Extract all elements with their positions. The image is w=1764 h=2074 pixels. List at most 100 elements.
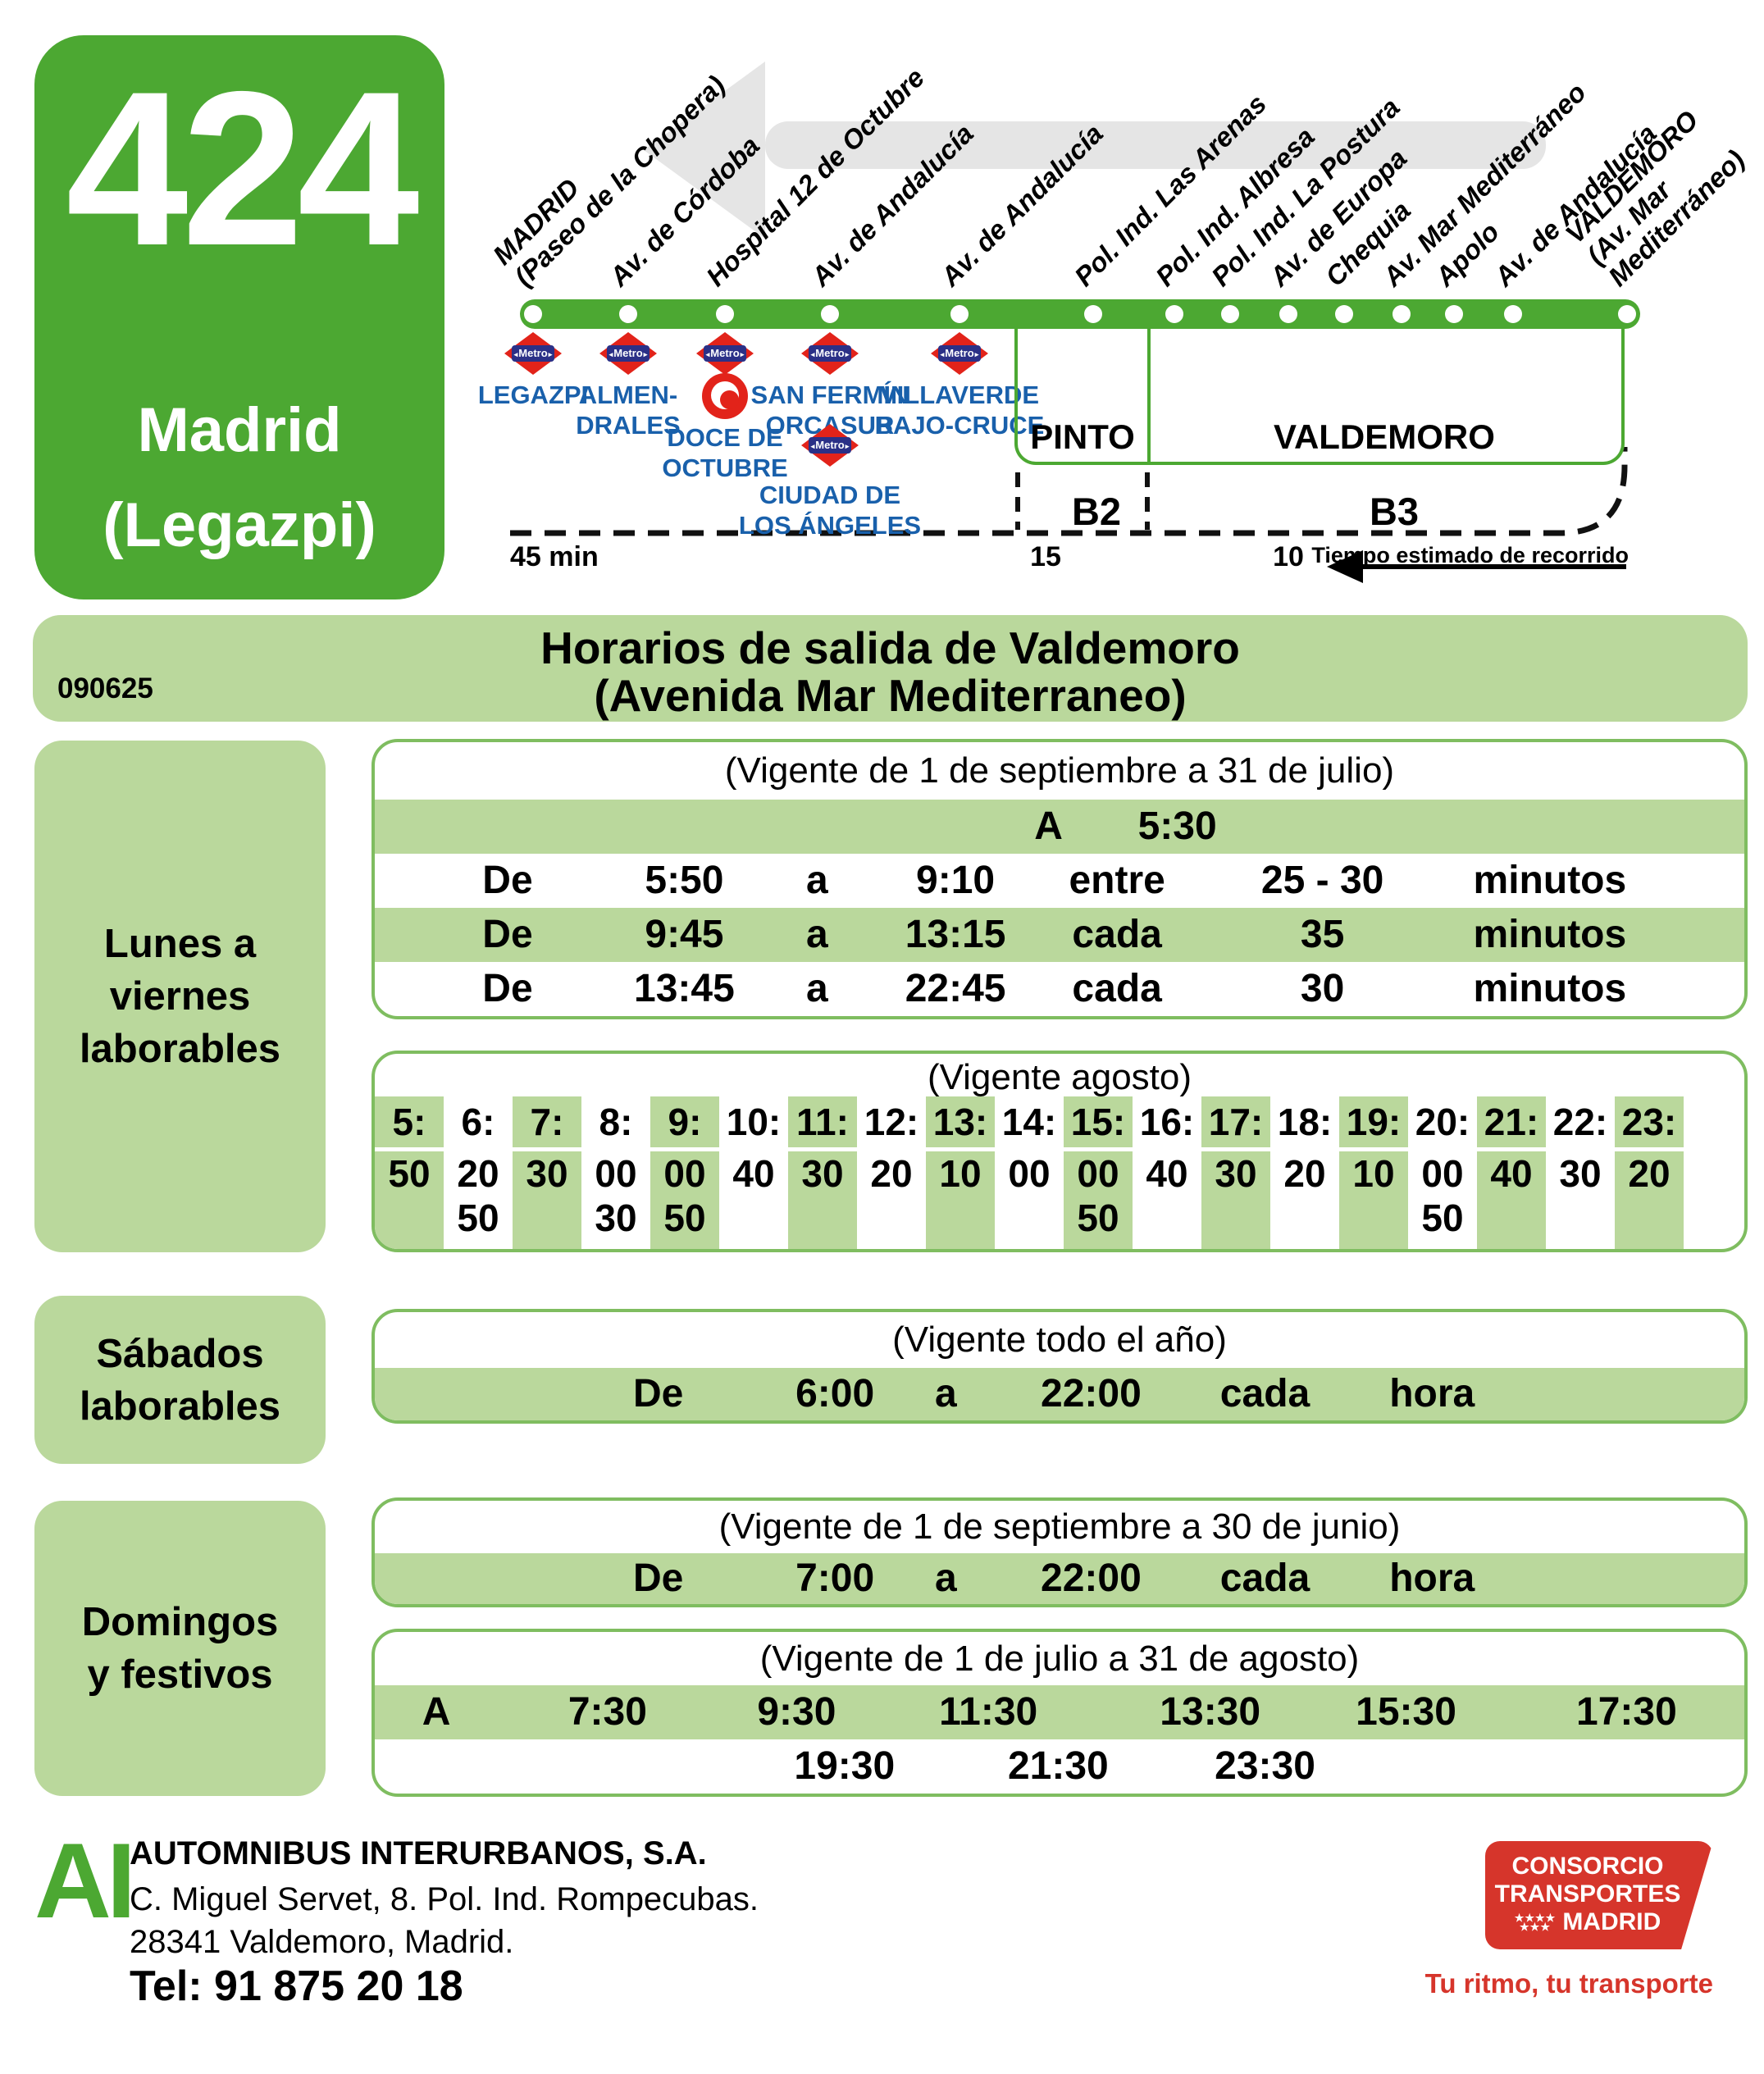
direction-arrow-shaft bbox=[765, 121, 1546, 169]
page-title: Horarios de salida de Valdemoro bbox=[540, 622, 1240, 673]
schedule-cell: hora bbox=[1389, 1557, 1475, 1600]
august-minute: 30 bbox=[526, 1152, 568, 1195]
schedule-cell: 7:30 bbox=[567, 1690, 647, 1734]
schedule-cell: 21:30 bbox=[1007, 1744, 1109, 1788]
august-hour: 15: bbox=[1064, 1096, 1133, 1151]
schedule-cell: hora bbox=[1389, 1372, 1475, 1415]
schedule-cell: 13:45 bbox=[634, 967, 735, 1010]
august-hour-column: 14: 00 bbox=[995, 1096, 1064, 1249]
saturday-label-line: laborables bbox=[79, 1383, 281, 1429]
travel-time-pinto: 15 bbox=[1030, 541, 1061, 572]
travel-time-valdemoro: 10 bbox=[1273, 541, 1304, 572]
august-hour-column: 8: 00 30 bbox=[581, 1096, 650, 1249]
august-hour: 7: bbox=[513, 1096, 581, 1151]
august-hour: 21: bbox=[1477, 1096, 1546, 1151]
august-minute: 00 bbox=[1008, 1152, 1051, 1195]
madrid-stars-icon: ★★★★ ★★★ bbox=[1514, 1912, 1557, 1933]
schedule-cell: 13:15 bbox=[905, 913, 1006, 956]
schedule-row: A 5:30 bbox=[375, 800, 1744, 854]
metro-station-name: DOCE DE OCTUBRE bbox=[627, 422, 823, 483]
schedule-cell: cada bbox=[1072, 913, 1162, 956]
schedule-cell: 15:30 bbox=[1356, 1690, 1456, 1734]
august-minute: 10 bbox=[1352, 1152, 1395, 1195]
schedule-cell: 22:00 bbox=[1041, 1557, 1142, 1600]
metro-icon: Metro bbox=[801, 424, 859, 467]
schedule-cell: 9:45 bbox=[645, 913, 724, 956]
route-line bbox=[520, 299, 1640, 329]
august-minute: 20 bbox=[870, 1152, 913, 1195]
metro-icon: Metro bbox=[504, 332, 562, 375]
august-minute: 40 bbox=[1146, 1152, 1188, 1195]
validity-header: (Vigente de 1 de septiembre a 30 de juni… bbox=[718, 1506, 1401, 1547]
schedule-cell: 13:30 bbox=[1160, 1690, 1261, 1734]
timetable-code: 090625 bbox=[57, 672, 153, 704]
schedule-cell: cada bbox=[1219, 1372, 1310, 1415]
schedule-cell: De bbox=[633, 1557, 684, 1600]
ctm-line3: MADRID bbox=[1562, 1908, 1661, 1935]
weekday-label-line: viernes bbox=[109, 974, 251, 1019]
route-stop-dot bbox=[821, 305, 839, 323]
schedule-cell: a bbox=[806, 859, 828, 902]
schedule-row: De 5:50 a 9:10 entre 25 - 30 minutos bbox=[375, 854, 1744, 908]
august-hour-column: 18: 20 bbox=[1270, 1096, 1339, 1249]
schedule-cell: minutos bbox=[1473, 967, 1627, 1010]
metro-station-name: ALMEN- DRALES bbox=[530, 380, 727, 440]
august-minute: 20 bbox=[457, 1152, 499, 1195]
weekday-label-line: laborables bbox=[79, 1027, 281, 1071]
weekday-label-line: Lunes a bbox=[103, 922, 257, 966]
route-stop-dot bbox=[1445, 305, 1463, 323]
fare-zone-b3: B3 bbox=[1369, 490, 1420, 533]
route-stop-dot bbox=[1221, 305, 1239, 323]
august-minute: 20 bbox=[1283, 1152, 1326, 1195]
zone-divider bbox=[1147, 329, 1151, 462]
august-hour: 22: bbox=[1546, 1096, 1615, 1151]
august-hour-column: 16: 40 bbox=[1133, 1096, 1201, 1249]
schedule-row: De 13:45 a 22:45 cada 30 minutos bbox=[375, 962, 1744, 1016]
metro-station-name: LEGAZPI bbox=[435, 380, 631, 410]
schedule-cell: entre bbox=[1069, 859, 1165, 902]
august-hour: 5: bbox=[375, 1096, 444, 1151]
august-hour-column: 20: 00 50 bbox=[1408, 1096, 1477, 1249]
route-number: 424 bbox=[66, 45, 419, 291]
august-minute: 50 bbox=[663, 1197, 706, 1239]
schedule-cell: 23:30 bbox=[1215, 1744, 1315, 1788]
zone-box: PINTO VALDEMORO bbox=[1014, 329, 1625, 465]
saturday-schedule-table: (Vigente todo el año) De 6:00 a 22:00 cada ho… bbox=[371, 1309, 1748, 1424]
schedule-cell: 17:30 bbox=[1575, 1690, 1677, 1734]
august-hour-column: 15: 00 50 bbox=[1064, 1096, 1133, 1249]
august-minute: 50 bbox=[388, 1152, 431, 1195]
schedule-cell: a bbox=[935, 1557, 957, 1600]
august-hour-column: 7: 30 bbox=[513, 1096, 581, 1249]
travel-time-start: 45 min bbox=[510, 541, 599, 572]
august-minute: 00 bbox=[1421, 1152, 1464, 1195]
schedule-cell: 22:45 bbox=[905, 967, 1006, 1010]
schedule-cell: A bbox=[1034, 805, 1063, 848]
schedule-cell: 25 - 30 bbox=[1260, 859, 1384, 902]
metro-icon: Metro bbox=[696, 332, 754, 375]
schedule-cell: De bbox=[482, 859, 533, 902]
sunday-winter-rows: De 7:00 a 22:00 cada hora bbox=[375, 1553, 1744, 1604]
route-stop-dot bbox=[1393, 305, 1411, 323]
august-hour: 11: bbox=[788, 1096, 857, 1151]
route-destination-line1: Madrid bbox=[137, 395, 342, 465]
schedule-row: De 6:00 a 22:00 cada hora bbox=[375, 1368, 1744, 1420]
august-hour: 10: bbox=[719, 1096, 788, 1151]
validity-header: (Vigente todo el año) bbox=[892, 1320, 1227, 1360]
schedule-cell: 35 bbox=[1300, 913, 1345, 956]
august-hour-column: 23: 20 bbox=[1615, 1096, 1684, 1249]
schedule-cell: cada bbox=[1072, 967, 1162, 1010]
cercanias-icon bbox=[702, 373, 748, 419]
schedule-cell: 7:00 bbox=[795, 1557, 875, 1600]
august-hour: 9: bbox=[650, 1096, 719, 1151]
metro-word: Metro bbox=[512, 345, 554, 362]
ctm-line1: CONSORCIO bbox=[1511, 1853, 1664, 1880]
metro-station-name: CIUDAD DE LOS ÁNGELES bbox=[732, 480, 928, 540]
section-label-saturday: Sábados laborables bbox=[34, 1296, 326, 1464]
title-band: 090625 Horarios de salida de Valdemoro (… bbox=[33, 615, 1748, 722]
schedule-cell: De bbox=[633, 1372, 684, 1415]
schedule-row: De 7:00 a 22:00 cada hora bbox=[375, 1553, 1744, 1604]
ctm-logo-text: CONSORCIO TRANSPORTES ★★★★ ★★★ MADRID bbox=[1485, 1853, 1690, 1936]
route-stop-dot bbox=[1504, 305, 1522, 323]
route-stop-dot bbox=[1618, 305, 1636, 323]
metro-icon: Metro bbox=[931, 332, 988, 375]
